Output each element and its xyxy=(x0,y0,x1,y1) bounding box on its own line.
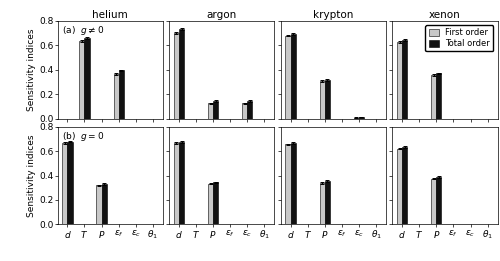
Bar xyxy=(320,81,324,119)
Bar xyxy=(96,185,102,224)
Bar xyxy=(397,42,402,119)
Title: krypton: krypton xyxy=(313,10,354,20)
Text: (a)  $g \neq 0$: (a) $g \neq 0$ xyxy=(62,24,104,37)
Bar xyxy=(102,184,106,224)
Bar xyxy=(290,143,296,224)
Bar xyxy=(354,117,359,119)
Bar xyxy=(114,74,118,119)
Bar xyxy=(402,147,407,224)
Bar xyxy=(118,70,124,119)
Bar xyxy=(324,181,330,224)
Bar xyxy=(320,183,324,224)
Bar xyxy=(179,29,184,119)
Y-axis label: Sensitivity indices: Sensitivity indices xyxy=(27,134,36,217)
Bar xyxy=(397,149,402,224)
Bar xyxy=(242,103,248,119)
Bar xyxy=(68,141,72,224)
Bar xyxy=(248,101,252,119)
Bar xyxy=(286,144,290,224)
Bar xyxy=(436,74,442,119)
Bar xyxy=(179,142,184,224)
Text: (b)  $g = 0$: (b) $g = 0$ xyxy=(62,129,104,143)
Y-axis label: Sensitivity indices: Sensitivity indices xyxy=(27,28,36,111)
Bar xyxy=(208,184,213,224)
Bar xyxy=(208,103,213,119)
Bar xyxy=(290,34,296,119)
Bar xyxy=(213,182,218,224)
Bar xyxy=(402,40,407,119)
Bar xyxy=(80,41,84,119)
Bar xyxy=(431,75,436,119)
Bar xyxy=(174,143,179,224)
Legend: First order, Total order: First order, Total order xyxy=(425,25,494,51)
Bar xyxy=(324,80,330,119)
Bar xyxy=(84,38,89,119)
Bar xyxy=(431,179,436,224)
Bar xyxy=(213,101,218,119)
Title: helium: helium xyxy=(92,10,128,20)
Bar xyxy=(174,33,179,119)
Title: argon: argon xyxy=(206,10,237,20)
Bar xyxy=(436,177,442,224)
Bar xyxy=(62,143,68,224)
Bar xyxy=(359,117,364,119)
Bar xyxy=(286,35,290,119)
Title: xenon: xenon xyxy=(429,10,460,20)
